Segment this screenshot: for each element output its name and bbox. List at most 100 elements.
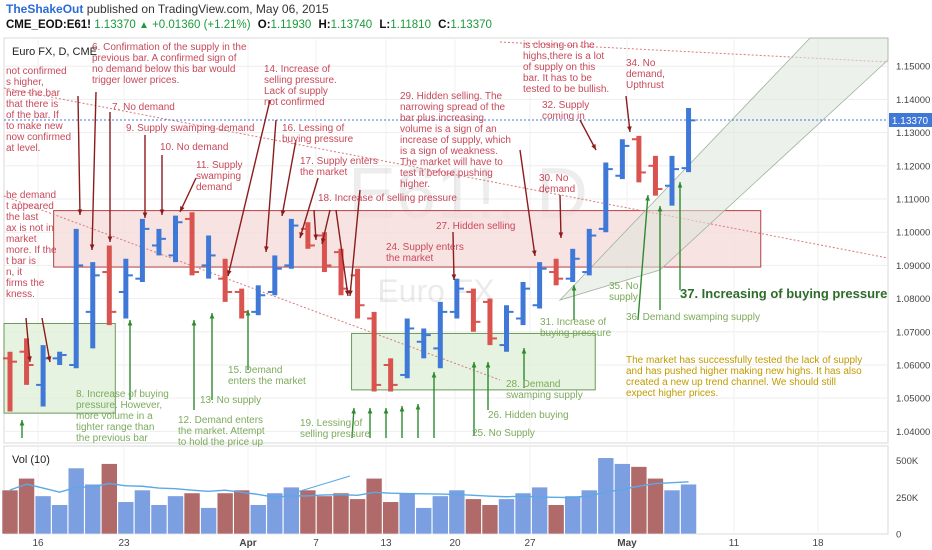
price-tick-label: 1.04000 (896, 427, 930, 438)
price-bar (648, 155, 663, 196)
supply-arrow-head (159, 209, 165, 215)
annotation-8: 8. Increase of buying pressure. However, m… (76, 389, 169, 444)
annotation-line: expect higher prices. (626, 388, 718, 399)
annotation-line: supply (609, 292, 638, 303)
volume-tick-label: 0 (896, 530, 901, 541)
annotation-line: test it before pushing (400, 168, 493, 179)
volume-bar (465, 498, 482, 535)
supply-arrow-head (591, 144, 596, 150)
annotation-line: the market. Attempt (178, 426, 265, 437)
annotation-line: buying pressure (540, 328, 612, 339)
annotation-line: trigger lower prices. (92, 75, 179, 86)
volume-bar (200, 507, 217, 535)
annotation-31: 31. Increase of buying pressure (540, 317, 612, 339)
price-bar (499, 305, 514, 352)
annotation-line: of the bar. If (6, 110, 59, 121)
volume-bar (498, 498, 515, 535)
annotation-line: swamping supply (506, 390, 583, 401)
annotation-line: 6. Confirmation of the supply in the (92, 42, 247, 53)
annotation-line: here the bar (6, 88, 61, 99)
annotation-24: 24. Supply enters the market (386, 242, 464, 264)
volume-bar (431, 495, 449, 535)
price-bar (466, 288, 481, 332)
supply-arrow-head (142, 212, 148, 218)
price-bar (151, 228, 166, 256)
annotation-line: kness. (6, 289, 35, 300)
annotations: not confirmed s higher, here the bar that t… (6, 40, 887, 448)
volume-bar (183, 492, 201, 535)
annotation-14: 14. Increase of selling pressure. Lack of … (264, 64, 337, 108)
volume-trend-line (296, 475, 351, 493)
price-axis[interactable]: 1.15000 1.14000 1.13000 1.12000 1.11000 1.100… (896, 62, 930, 438)
time-tick-label: 11 (729, 538, 740, 549)
volume-bar (614, 463, 631, 535)
volume-bar (531, 486, 548, 535)
annotation-line: t appeared (6, 201, 54, 212)
volume-axis[interactable]: 500K 250K 0 (896, 456, 919, 540)
volume-bar (630, 466, 648, 535)
price-bar (102, 245, 117, 326)
annotation-line: selling pressure. (264, 75, 337, 86)
price-bar (598, 162, 613, 233)
annotation-line: demand, (626, 69, 665, 80)
price-bar (284, 218, 299, 269)
brand-name[interactable]: TheShakeOut (6, 2, 84, 16)
price-bar (400, 318, 415, 379)
volume-bar (233, 489, 250, 535)
demand-arrow-head (399, 406, 405, 412)
annotation-line: now confirmed (6, 132, 71, 143)
time-tick-label: Apr (239, 538, 256, 549)
volume-bar (316, 495, 333, 535)
annotation-line: 9. Supply swamping demand (126, 123, 254, 134)
price-tick-label: 1.05000 (896, 394, 930, 405)
price-tick-label: 1.15000 (896, 62, 930, 73)
time-axis[interactable]: 16 23 Apr 7 13 20 27 May 11 18 (32, 538, 824, 549)
annotation-10: 10. No demand (160, 142, 228, 153)
supply-arrow (25, 317, 31, 363)
up-arrow-icon: ▲ (138, 20, 149, 31)
volume-legend: Vol (10) (12, 454, 50, 466)
annotation-line: 37. Increasing of buying pressure (680, 286, 887, 301)
volume-bar (167, 495, 184, 535)
demand-zone (3, 322, 116, 414)
annotation-line: 30. No (539, 173, 569, 184)
supply-arrow-head (107, 236, 113, 242)
demand-arrow-head (351, 408, 356, 414)
annotation-line: 25. No Supply (472, 428, 535, 439)
volume-ma-line (9, 481, 689, 499)
annotation-36: 36. Demand swamping supply (626, 312, 760, 323)
annotation-line: 16. Lessing of (282, 123, 344, 134)
volume-bar (134, 489, 151, 535)
annotation-11: 11. Supply swamping demand (196, 160, 243, 193)
price-bar (615, 139, 630, 180)
annotation-7: 7. No demand (112, 102, 175, 113)
demand-arrow-head (19, 420, 25, 426)
annotation-line: bar plus increasing (400, 113, 484, 124)
annotation-line: t bar is (6, 256, 36, 267)
ohlc-bars (3, 108, 696, 412)
price-bar (631, 135, 646, 183)
supply-arrow-head (280, 210, 286, 216)
annotation-line: highs,there is a lot (523, 51, 604, 62)
annotation-line: the previous bar (76, 433, 148, 444)
volume-bar (332, 492, 350, 535)
annotation-line: to hold the price up (178, 437, 263, 448)
volume-bar (1, 489, 19, 535)
annotation-line: ax is not in (6, 223, 54, 234)
supply-arrow-head (531, 250, 537, 256)
down-trend-line-lower (3, 195, 501, 381)
price-tick-label: 1.12000 (896, 161, 930, 172)
annotation-line: the market (300, 167, 347, 178)
annotation-line: selling pressure (300, 429, 370, 440)
annotation-line: buying pressure (282, 134, 354, 145)
volume-bar (365, 477, 383, 535)
annotation-18: 18. Increase of selling pressure (318, 193, 457, 204)
annotation-line: demand (539, 184, 575, 195)
annotation-28: 28. Demand swamping supply (506, 379, 583, 401)
volume-bar (647, 477, 664, 535)
price-bar (681, 108, 696, 173)
annotation-line: is closing on the (523, 40, 595, 51)
annotation-line: Lack of supply (264, 86, 328, 97)
supply-arrow (77, 95, 81, 216)
